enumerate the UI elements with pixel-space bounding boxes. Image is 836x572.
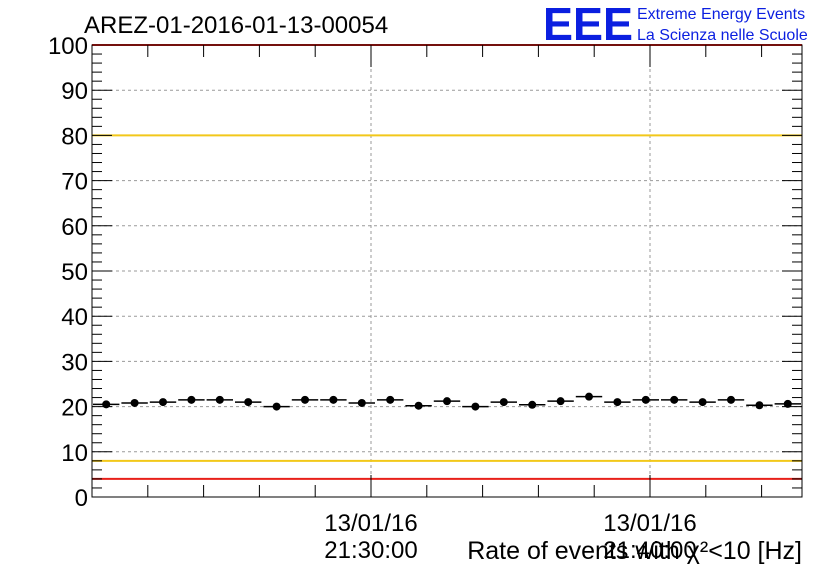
x-tick-label-time: 21:40:00 bbox=[603, 537, 696, 564]
y-tick-label: 70 bbox=[61, 169, 88, 196]
y-tick-label: 80 bbox=[61, 123, 88, 150]
data-point bbox=[670, 395, 679, 404]
x-axis-label: Rate of events with χ²<10 [Hz] bbox=[467, 537, 802, 565]
data-point bbox=[698, 398, 707, 407]
data-point bbox=[187, 395, 196, 404]
data-point bbox=[585, 392, 593, 401]
data-point bbox=[215, 395, 224, 404]
x-tick-label-time: 21:30:00 bbox=[324, 537, 417, 564]
data-point bbox=[244, 398, 253, 407]
data-point bbox=[556, 397, 565, 406]
y-tick-label: 40 bbox=[61, 304, 88, 331]
data-point bbox=[102, 400, 111, 409]
axis-ticks bbox=[91, 44, 802, 498]
data-point bbox=[471, 402, 480, 411]
data-point bbox=[641, 395, 650, 404]
y-tick-label: 10 bbox=[61, 440, 88, 467]
data-point bbox=[783, 399, 792, 408]
data-point bbox=[357, 398, 366, 407]
data-point bbox=[755, 401, 764, 410]
y-tick-labels: 0 10 20 30 40 50 60 70 80 90 100 bbox=[48, 33, 88, 512]
data-point bbox=[499, 398, 508, 407]
y-tick-label: 60 bbox=[61, 214, 88, 241]
y-tick-label: 0 bbox=[75, 485, 88, 512]
logo-line-2: La Scienza nelle Scuole bbox=[637, 27, 808, 44]
chart-title: AREZ-01-2016-01-13-00054 bbox=[84, 12, 388, 39]
x-tick-label-date: 13/01/16 bbox=[324, 510, 417, 537]
data-points bbox=[93, 392, 801, 411]
data-point bbox=[414, 401, 423, 410]
y-tick-label: 50 bbox=[61, 259, 88, 286]
x-tick-label-date: 13/01/16 bbox=[603, 510, 696, 537]
eee-logo: EEE Extreme Energy Events La Scienza nel… bbox=[543, 0, 808, 50]
data-point bbox=[727, 395, 735, 404]
data-point bbox=[443, 397, 451, 406]
data-point bbox=[159, 398, 167, 407]
y-tick-label: 90 bbox=[61, 78, 88, 105]
y-tick-label: 100 bbox=[48, 33, 88, 60]
data-point bbox=[272, 402, 281, 411]
data-point bbox=[613, 398, 622, 407]
data-point bbox=[130, 398, 139, 407]
y-tick-label: 30 bbox=[61, 349, 88, 376]
logo-line-1: Extreme Energy Events bbox=[637, 6, 805, 23]
data-point bbox=[301, 395, 309, 404]
logo-mark: EEE bbox=[543, 0, 633, 50]
data-point bbox=[528, 400, 537, 409]
data-point bbox=[329, 395, 338, 404]
y-tick-label: 20 bbox=[61, 395, 88, 422]
data-point bbox=[386, 395, 395, 404]
